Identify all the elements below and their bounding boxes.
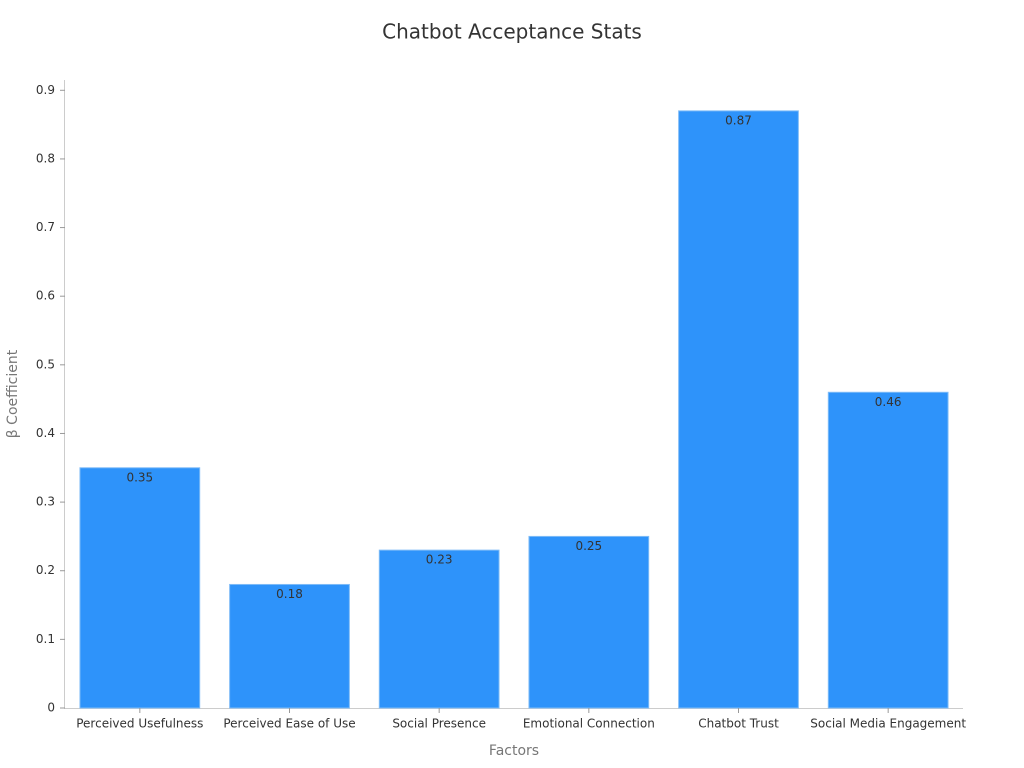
data-label: 0.46 <box>875 395 902 409</box>
y-tick-label: 0.6 <box>36 289 55 303</box>
chart-title: Chatbot Acceptance Stats <box>382 20 642 44</box>
data-label: 0.35 <box>126 470 153 484</box>
y-tick-label: 0.8 <box>36 151 55 165</box>
y-tick-label: 0.1 <box>36 632 55 646</box>
bar <box>378 549 500 709</box>
y-tick-label: 0.9 <box>36 83 55 97</box>
x-tick-label: Social Presence <box>392 717 486 731</box>
y-tick-label: 0.3 <box>36 495 55 509</box>
y-tick-label: 0.5 <box>36 357 55 371</box>
bar <box>229 583 350 709</box>
data-label: 0.25 <box>575 539 602 553</box>
x-tick-label: Perceived Ease of Use <box>223 717 355 731</box>
x-tick-label: Chatbot Trust <box>698 717 779 731</box>
y-tick-label: 0 <box>47 701 55 715</box>
x-tick-label: Emotional Connection <box>523 717 655 731</box>
bar <box>528 535 650 709</box>
data-label: 0.18 <box>276 587 303 601</box>
x-axis-title: Factors <box>489 743 539 759</box>
y-tick-label: 0.7 <box>36 220 55 234</box>
x-tick-label: Perceived Usefulness <box>76 717 203 731</box>
data-label: 0.23 <box>426 553 453 567</box>
data-label: 0.87 <box>725 113 752 127</box>
y-axis-title: β Coefficient <box>5 349 21 438</box>
bar <box>827 391 949 709</box>
y-tick-label: 0.4 <box>36 426 55 440</box>
bar <box>79 467 201 709</box>
bar <box>678 110 799 709</box>
y-tick-label: 0.2 <box>36 563 55 577</box>
x-tick-label: Social Media Engagement <box>810 717 966 731</box>
